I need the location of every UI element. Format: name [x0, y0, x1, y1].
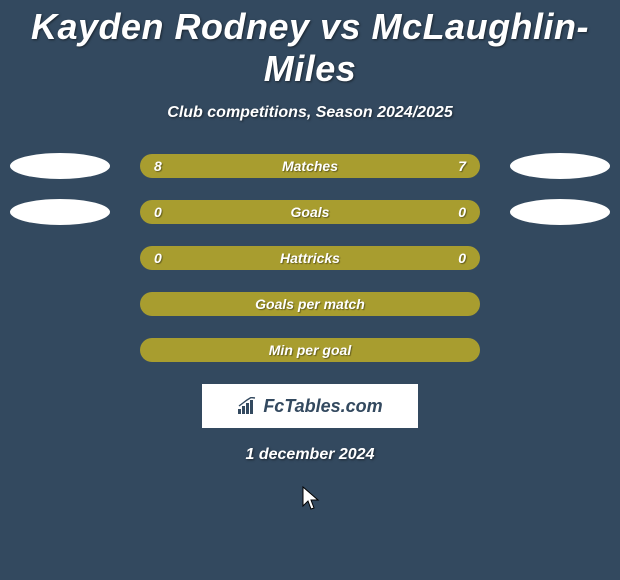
ellipse-spacer [10, 245, 110, 271]
left-ellipse [10, 199, 110, 225]
date-label: 1 december 2024 [0, 446, 620, 464]
chart-bars-icon [237, 397, 259, 415]
stat-row-matches: 8 Matches 7 [0, 154, 620, 178]
stat-left-value: 0 [154, 250, 162, 266]
stat-right-value: 0 [458, 250, 466, 266]
ellipse-spacer [510, 337, 610, 363]
stat-bar: 0 Hattricks 0 [140, 246, 480, 270]
page-title: Kayden Rodney vs McLaughlin-Miles [0, 0, 620, 90]
stat-left-value: 8 [154, 158, 162, 174]
stats-area: 8 Matches 7 0 Goals 0 0 Hattricks 0 [0, 154, 620, 362]
stat-label: Goals per match [140, 296, 480, 312]
ellipse-spacer [10, 291, 110, 317]
right-ellipse [510, 199, 610, 225]
stat-row-goals: 0 Goals 0 [0, 200, 620, 224]
stat-label: Hattricks [140, 250, 480, 266]
ellipse-spacer [510, 245, 610, 271]
stat-row-mpg: Min per goal [0, 338, 620, 362]
watermark[interactable]: FcTables.com [202, 384, 418, 428]
left-ellipse [10, 153, 110, 179]
stat-bar: 8 Matches 7 [140, 154, 480, 178]
ellipse-spacer [10, 337, 110, 363]
cursor-icon [302, 486, 320, 512]
right-ellipse [510, 153, 610, 179]
stat-label: Min per goal [140, 342, 480, 358]
watermark-text: FcTables.com [263, 396, 382, 417]
stat-label: Goals [140, 204, 480, 220]
stat-row-hattricks: 0 Hattricks 0 [0, 246, 620, 270]
stat-row-gpm: Goals per match [0, 292, 620, 316]
stat-left-value: 0 [154, 204, 162, 220]
stat-bar: 0 Goals 0 [140, 200, 480, 224]
stat-label: Matches [140, 158, 480, 174]
ellipse-spacer [510, 291, 610, 317]
subtitle: Club competitions, Season 2024/2025 [0, 104, 620, 122]
stat-right-value: 7 [458, 158, 466, 174]
stat-right-value: 0 [458, 204, 466, 220]
stat-bar: Min per goal [140, 338, 480, 362]
stat-bar: Goals per match [140, 292, 480, 316]
